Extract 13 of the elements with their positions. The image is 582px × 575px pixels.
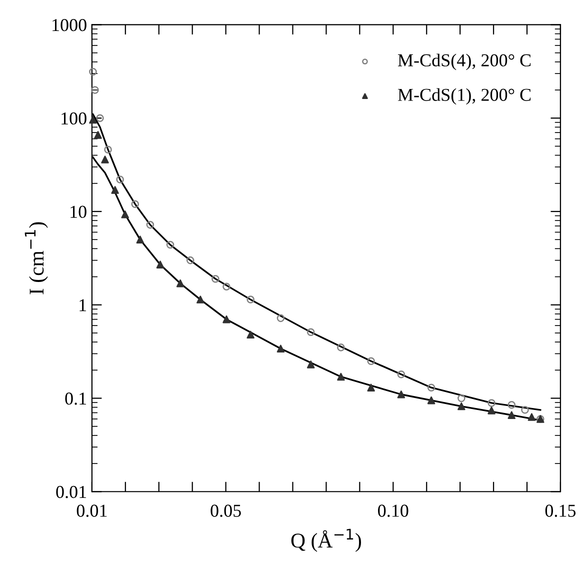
y-tick-label: 1 <box>80 299 86 312</box>
y-tick-label: 0.01 <box>56 486 86 498</box>
x-axis-title: Q (Å$^{−1}$) <box>291 528 362 552</box>
x-tick-label: 0.10 <box>378 504 408 517</box>
y-tick-label: 1000 <box>52 18 86 32</box>
y-tick-label: 10 <box>70 206 86 218</box>
legend-label: M-CdS(4), 200° C <box>398 54 531 70</box>
y-tick-label: 100 <box>62 112 86 125</box>
y-tick-label: 0.1 <box>65 392 86 405</box>
legend-label: M-CdS(1), 200° C <box>398 88 531 105</box>
x-tick-label: 0.15 <box>545 504 576 517</box>
y-axis-title: I (cm$^{−1}$) <box>24 222 48 294</box>
x-tick-label: 0.05 <box>210 504 241 517</box>
